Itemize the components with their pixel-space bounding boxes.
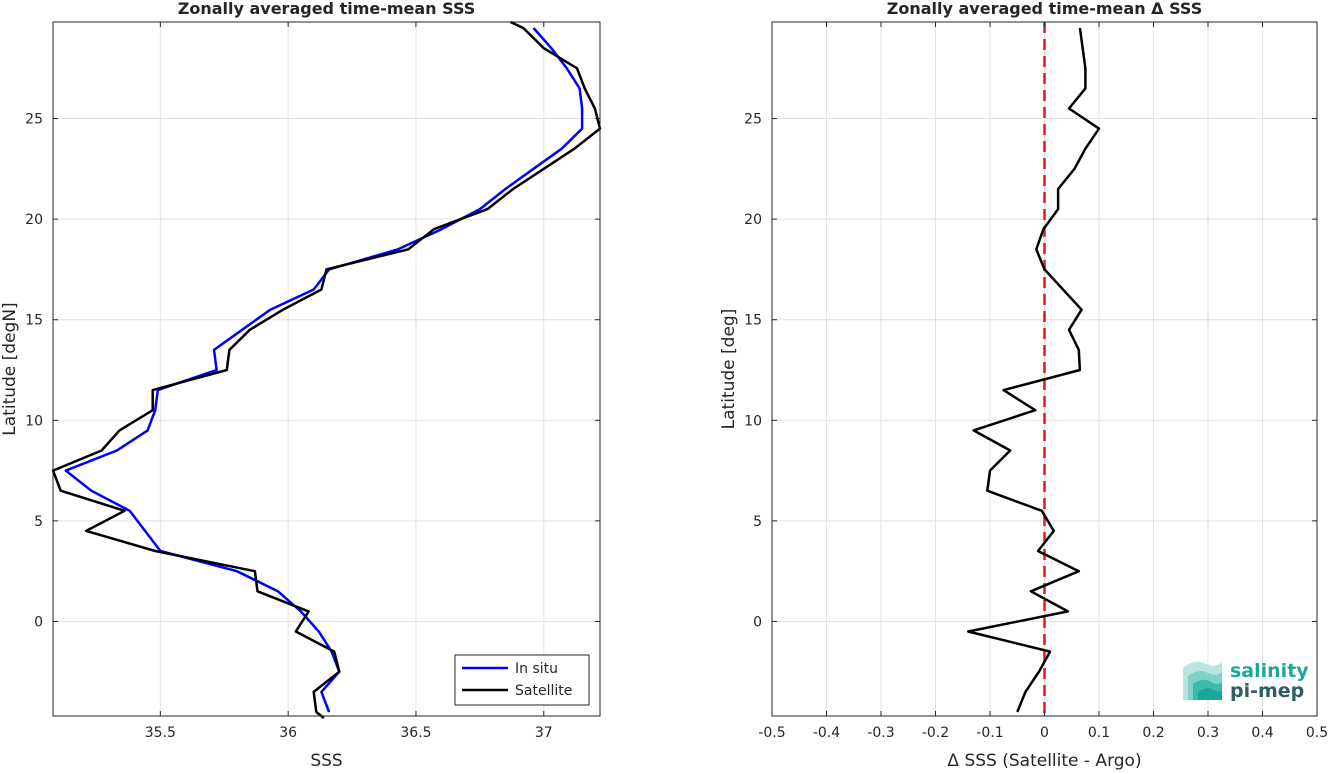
y-tick-label: 10 [25, 413, 43, 429]
left-grid [53, 22, 600, 716]
y-tick-label: 15 [744, 313, 762, 329]
legend-box [454, 654, 590, 706]
legend-label-satellite: Satellite [515, 683, 572, 699]
y-tick-label: 15 [25, 313, 43, 329]
right-panel: -0.5 -0.4 -0.3 -0.2 -0.1 0 0.1 0.2 0.3 0.4 0.5 0 5 10… [719, 0, 1328, 771]
right-series-lines [966, 27, 1101, 713]
y-tick-label: 5 [753, 514, 762, 530]
x-tick-label: -0.1 [976, 725, 1003, 741]
right-x-axis-label: Δ SSS (Satellite - Argo) [947, 751, 1141, 770]
left-ticks: 35.5 36 36.5 37 0 5 10 15 20 25 [25, 22, 600, 741]
x-tick-label: 0.2 [1142, 725, 1164, 741]
logo-waves-icon [1183, 661, 1222, 700]
logo-text-pi-mep: pi-mep [1230, 680, 1304, 702]
right-y-axis-label: Latitude [deg] [719, 309, 739, 430]
x-tick-label: -0.4 [813, 725, 840, 741]
left-y-axis-label: Latitude [degN] [0, 302, 20, 435]
y-tick-label: 20 [744, 212, 762, 228]
y-tick-label: 10 [744, 413, 762, 429]
legend-label-in-situ: In situ [515, 661, 558, 677]
series-line-delta-sss [966, 27, 1101, 713]
right-chart-title: Zonally averaged time-mean Δ SSS [887, 0, 1203, 18]
left-axes-frame [52, 21, 601, 717]
x-tick-label: 0 [1040, 725, 1049, 741]
logo-text-salinity: salinity [1230, 660, 1309, 682]
series-line-in-situ [64, 27, 584, 713]
y-tick-label: 5 [34, 514, 43, 530]
x-tick-label: 0.3 [1197, 725, 1219, 741]
x-tick-label: 37 [535, 725, 553, 741]
x-tick-label: 0.4 [1251, 725, 1273, 741]
x-tick-label: 36 [279, 725, 297, 741]
x-tick-label: -0.5 [758, 725, 785, 741]
y-tick-label: 25 [744, 112, 762, 128]
x-tick-label: 35.5 [145, 725, 176, 741]
x-tick-label: -0.3 [867, 725, 894, 741]
y-tick-label: 0 [753, 614, 762, 630]
x-tick-label: -0.2 [922, 725, 949, 741]
left-chart-title: Zonally averaged time-mean SSS [178, 0, 476, 18]
y-tick-label: 20 [25, 212, 43, 228]
left-x-axis-label: SSS [310, 751, 342, 770]
y-tick-label: 0 [34, 614, 43, 630]
salinity-pi-mep-logo: salinity pi-mep [1183, 660, 1309, 702]
y-tick-label: 25 [25, 112, 43, 128]
legend: In situ Satellite [454, 654, 590, 706]
x-tick-label: 0.5 [1306, 725, 1328, 741]
left-panel: 35.5 36 36.5 37 0 5 10 15 20 25 Zonally averaged … [0, 0, 602, 771]
left-plot-area [53, 22, 600, 716]
x-tick-label: 0.1 [1088, 725, 1110, 741]
right-ticks: -0.5 -0.4 -0.3 -0.2 -0.1 0 0.1 0.2 0.3 0.4 0.5 0 5 10… [744, 22, 1328, 741]
x-tick-label: 36.5 [400, 725, 431, 741]
